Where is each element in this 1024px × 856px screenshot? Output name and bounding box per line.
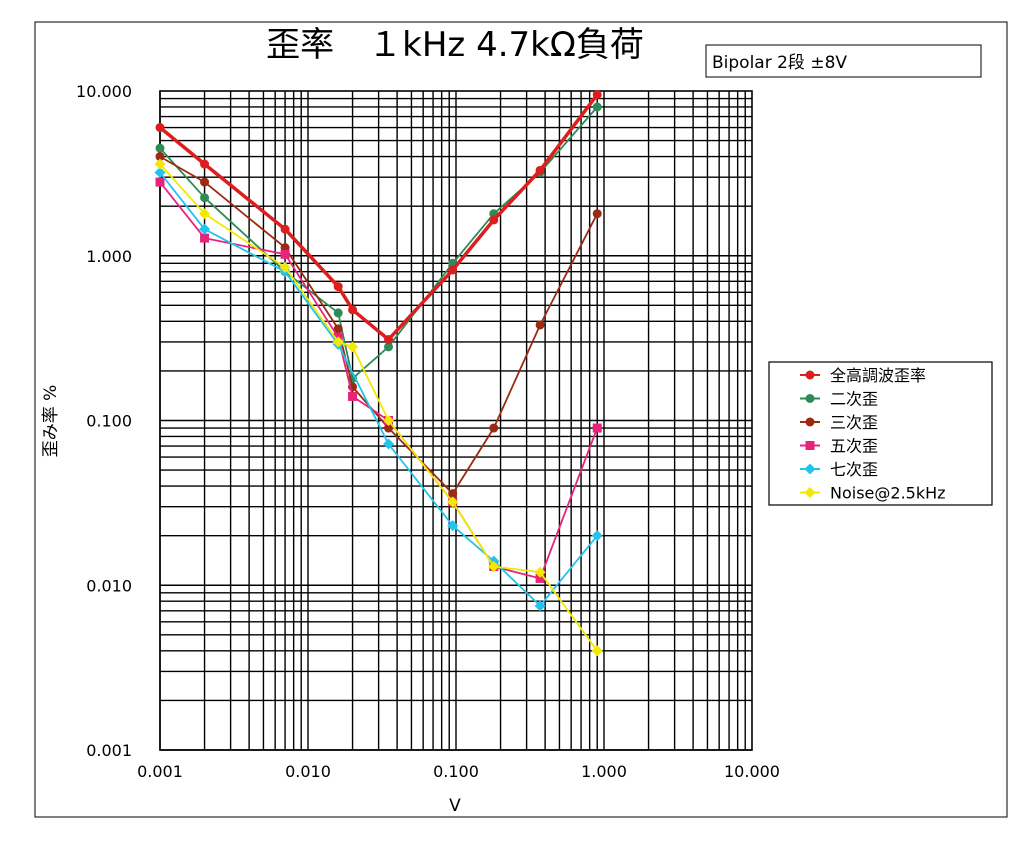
data-point bbox=[200, 177, 210, 187]
data-point bbox=[489, 423, 499, 433]
chart-subtitle: Bipolar 2段 ±8V bbox=[712, 53, 847, 73]
legend-marker bbox=[805, 417, 815, 427]
data-point bbox=[448, 489, 458, 499]
legend-label: 七次歪 bbox=[830, 460, 878, 479]
data-point bbox=[383, 438, 395, 450]
series-lines bbox=[154, 90, 603, 657]
series-6 bbox=[154, 158, 603, 657]
data-point bbox=[348, 305, 358, 315]
legend-entry: 全高調波歪率 bbox=[800, 366, 926, 385]
legend-entry: 三次歪 bbox=[800, 413, 878, 432]
data-point bbox=[447, 496, 459, 508]
legend-marker bbox=[804, 463, 816, 475]
legend-label: 全高調波歪率 bbox=[830, 366, 926, 385]
data-point bbox=[333, 308, 343, 318]
data-point bbox=[348, 391, 358, 401]
x-axis-label: V bbox=[449, 796, 461, 816]
data-point bbox=[384, 423, 394, 433]
data-point bbox=[200, 233, 210, 243]
legend-marker bbox=[805, 441, 815, 450]
legend-entry: 二次歪 bbox=[800, 390, 878, 409]
data-point bbox=[384, 335, 394, 345]
chart-frame bbox=[34, 21, 1008, 818]
data-point bbox=[488, 560, 500, 572]
series-1 bbox=[155, 90, 602, 345]
data-point bbox=[333, 282, 343, 292]
data-point bbox=[280, 249, 290, 259]
data-point bbox=[592, 102, 602, 112]
data-point bbox=[332, 336, 344, 348]
data-point bbox=[333, 324, 343, 334]
data-point bbox=[534, 600, 546, 612]
data-point bbox=[535, 165, 545, 175]
data-point bbox=[448, 265, 458, 275]
x-tick-label: 0.010 bbox=[285, 762, 331, 781]
x-tick-label: 10.000 bbox=[724, 762, 780, 781]
data-point bbox=[347, 341, 359, 353]
data-point bbox=[199, 223, 211, 235]
data-point bbox=[155, 123, 165, 133]
plot-border bbox=[159, 90, 753, 751]
legend-label: 五次歪 bbox=[830, 437, 878, 456]
data-point bbox=[447, 520, 459, 532]
y-axis-label: 歪み率 % bbox=[41, 385, 61, 458]
x-tick-label: 1.000 bbox=[581, 762, 627, 781]
y-tick-label: 0.001 bbox=[86, 741, 132, 760]
chart-title: 歪率 １kHz 4.7kΩ負荷 bbox=[266, 25, 644, 65]
series-line bbox=[159, 163, 598, 652]
data-point bbox=[279, 261, 291, 273]
data-point bbox=[592, 209, 602, 219]
legend-label: 二次歪 bbox=[830, 390, 878, 409]
subtitle-box bbox=[705, 44, 982, 78]
data-point bbox=[591, 530, 603, 542]
y-tick-label: 1.000 bbox=[86, 247, 132, 266]
data-point bbox=[155, 143, 165, 153]
data-point bbox=[535, 573, 545, 583]
legend-entry: Noise@2.5kHz bbox=[800, 484, 946, 503]
data-point bbox=[534, 566, 546, 578]
series-line bbox=[158, 93, 599, 342]
data-point bbox=[154, 167, 166, 179]
plot-grid bbox=[159, 90, 753, 751]
legend-marker bbox=[805, 394, 815, 403]
data-point bbox=[592, 90, 602, 100]
legend-box bbox=[768, 361, 993, 506]
x-tick-label: 0.100 bbox=[433, 762, 479, 781]
y-tick-label: 0.010 bbox=[86, 576, 132, 595]
x-tick-label: 0.001 bbox=[137, 762, 183, 781]
data-point bbox=[155, 177, 165, 187]
legend-entry: 五次歪 bbox=[800, 437, 878, 456]
legend-marker bbox=[805, 370, 815, 380]
data-point bbox=[591, 645, 603, 657]
axis-ticks: 0.001 0.010 0.100 1.000 10.000 0.001 0.010 0.10… bbox=[76, 82, 780, 781]
data-point bbox=[280, 224, 290, 234]
data-point bbox=[384, 342, 394, 352]
data-point bbox=[199, 208, 211, 220]
data-point bbox=[489, 215, 499, 225]
data-point bbox=[200, 159, 210, 169]
legend-marker bbox=[804, 487, 816, 498]
data-point bbox=[592, 423, 602, 433]
y-tick-label: 10.000 bbox=[76, 82, 132, 101]
data-point bbox=[155, 152, 165, 162]
legend-entry: 七次歪 bbox=[800, 460, 878, 479]
data-point bbox=[154, 158, 166, 170]
data-point bbox=[200, 193, 210, 203]
data-point bbox=[535, 320, 545, 330]
y-tick-label: 0.100 bbox=[86, 412, 132, 431]
legend-label: Noise@2.5kHz bbox=[830, 484, 946, 503]
data-point bbox=[383, 415, 395, 426]
legend-label: 三次歪 bbox=[830, 413, 878, 432]
